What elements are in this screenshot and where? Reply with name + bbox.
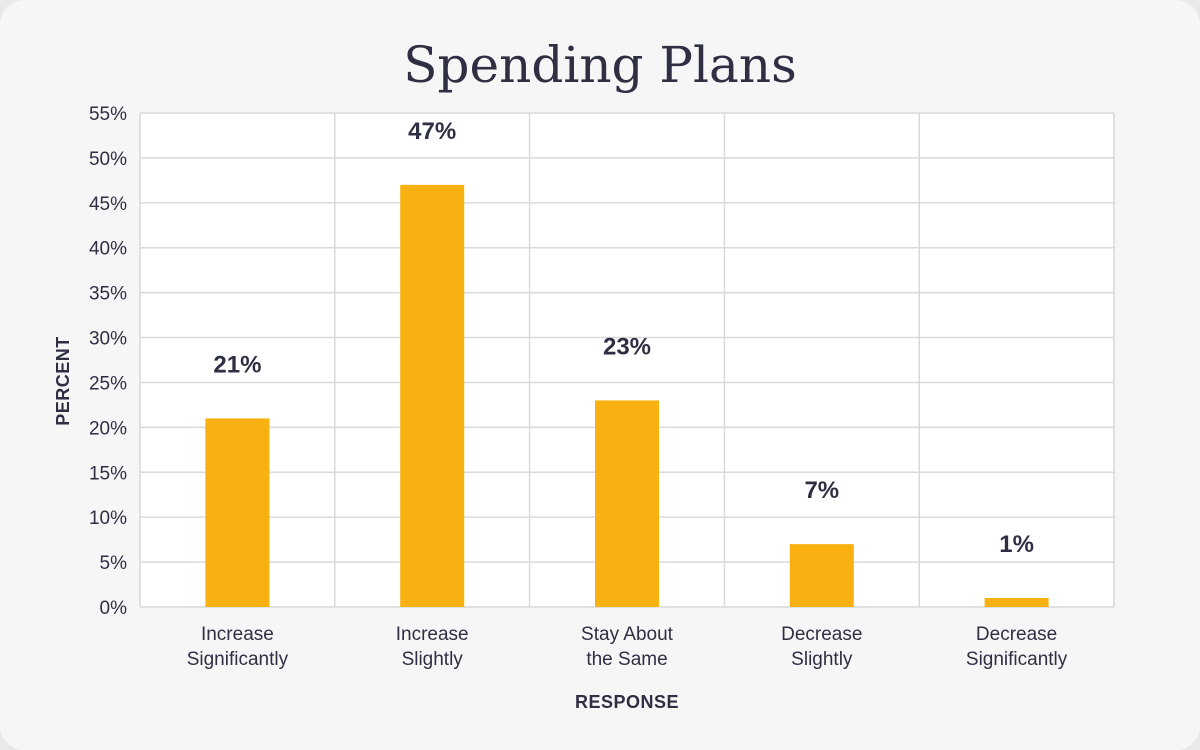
x-category-label: Increase: [396, 624, 469, 645]
x-category-label: Decrease: [781, 624, 862, 645]
x-category-label: Significantly: [966, 649, 1068, 670]
y-tick-label: 30%: [89, 329, 127, 350]
x-category-label: the Same: [586, 649, 667, 670]
x-category-label: Stay About: [581, 624, 674, 645]
data-label: 7%: [804, 477, 839, 504]
y-tick-label: 40%: [89, 239, 127, 260]
y-tick-label: 35%: [89, 284, 127, 305]
data-label: 21%: [213, 351, 261, 378]
y-tick-label: 10%: [89, 508, 127, 529]
x-category-label: Increase: [201, 624, 274, 645]
x-axis-title: RESPONSE: [575, 692, 679, 712]
y-tick-label: 20%: [89, 418, 127, 439]
data-label: 1%: [999, 531, 1034, 558]
y-tick-label: 45%: [89, 194, 127, 215]
x-category-label: Slightly: [791, 649, 853, 670]
bar: [400, 184, 465, 607]
y-tick-label: 25%: [89, 373, 127, 394]
x-category-label: Significantly: [187, 649, 289, 670]
y-tick-label: 5%: [100, 553, 128, 574]
bar: [205, 418, 270, 607]
bar: [984, 598, 1049, 607]
data-label: 23%: [603, 333, 651, 360]
y-tick-label: 50%: [89, 149, 127, 170]
bar: [595, 400, 659, 607]
x-category-label: Slightly: [402, 649, 464, 670]
x-axis-categories: Increase Significantly Increase Slightly Sta…: [187, 624, 1068, 670]
data-label: 47%: [408, 118, 456, 145]
x-category-label: Decrease: [976, 624, 1057, 645]
y-axis-ticks: 0% 5% 10% 15% 20% 25% 30% 35% 40% 45% 50% 55%: [89, 104, 127, 619]
bar: [789, 544, 854, 607]
y-tick-label: 55%: [89, 104, 127, 125]
y-axis-title: PERCENT: [53, 336, 73, 426]
y-tick-label: 15%: [89, 463, 127, 484]
bars: [205, 184, 1049, 607]
y-tick-label: 0%: [100, 598, 128, 619]
data-labels: 21% 47% 23% 7% 1%: [213, 118, 1034, 558]
chart-title: Spending Plans: [403, 36, 796, 94]
